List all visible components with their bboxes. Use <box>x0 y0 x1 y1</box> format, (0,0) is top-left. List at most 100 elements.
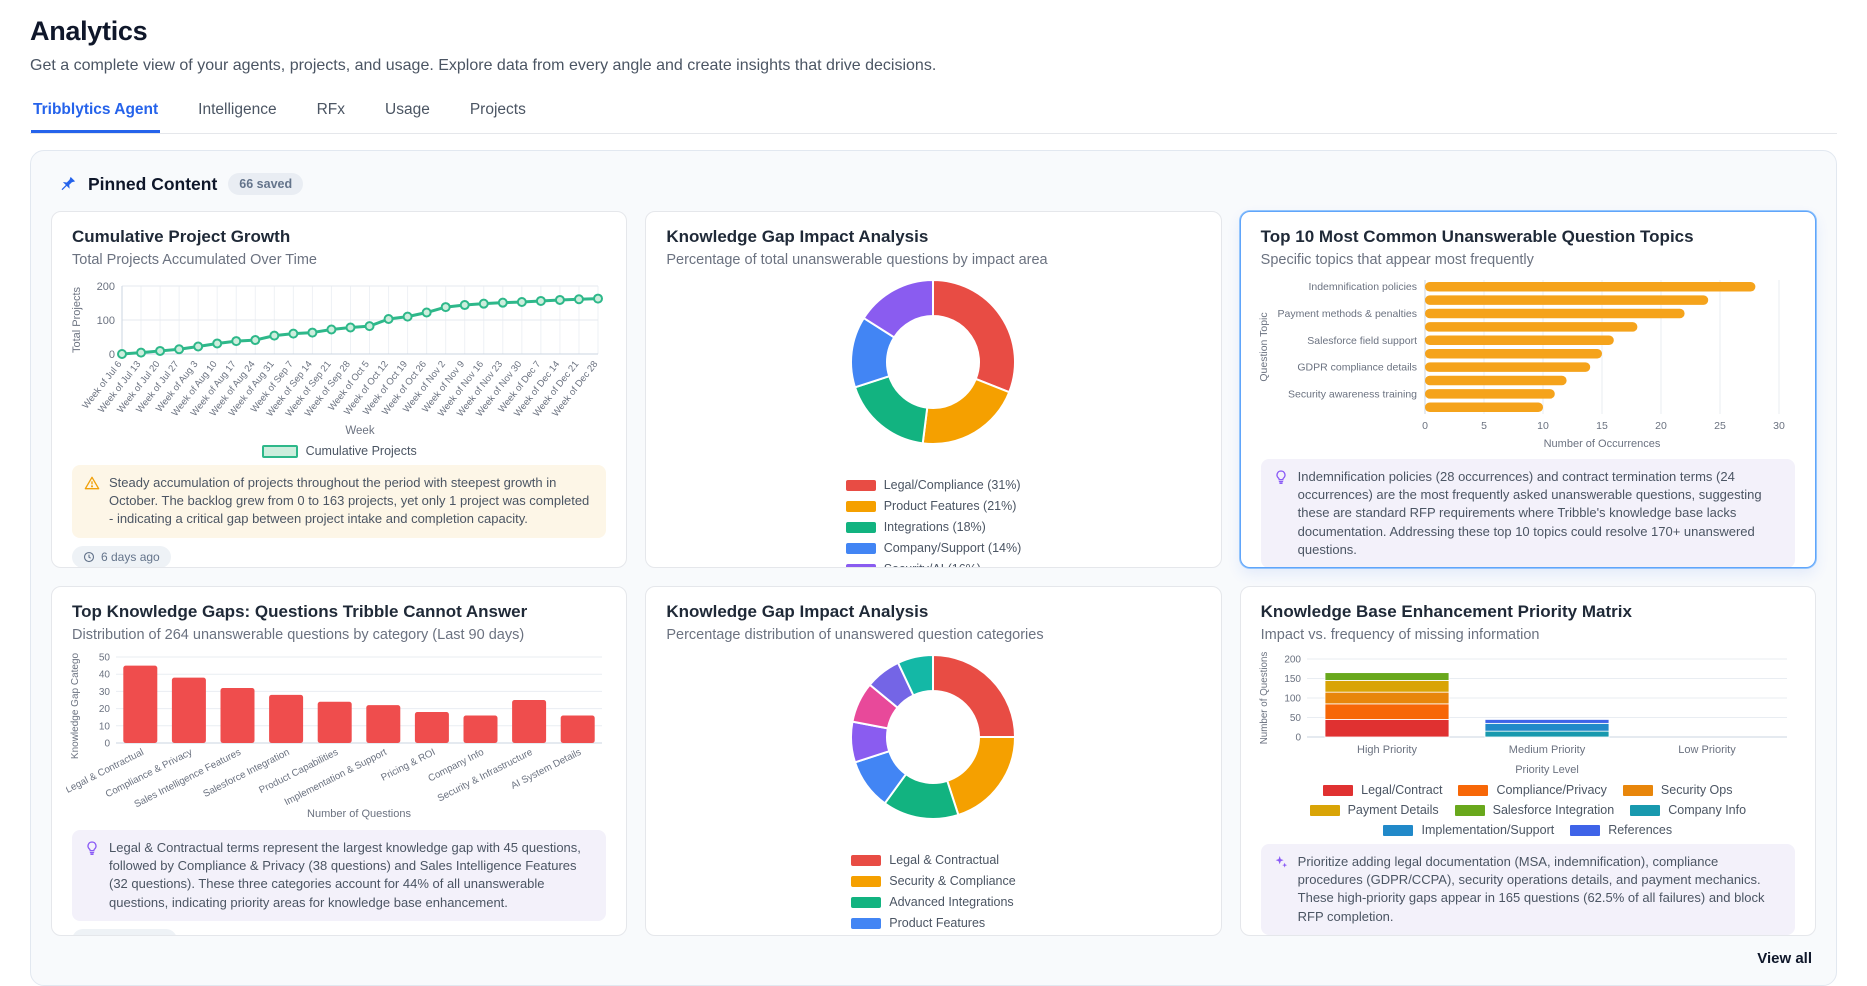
data-point <box>497 297 508 308</box>
stack-segment <box>1324 691 1450 705</box>
pin-icon <box>59 175 77 193</box>
bar <box>1424 308 1685 319</box>
legend-item: Compliance/Privacy <box>1458 783 1607 797</box>
card-top-knowledge-gaps[interactable]: Top Knowledge Gaps: Questions Tribble Ca… <box>51 586 628 936</box>
legend-swatch <box>1309 804 1340 816</box>
legend-label: Implementation/Support <box>1421 823 1555 837</box>
y-tick-label: 150 <box>1284 674 1301 685</box>
card-title: Knowledge Gap Impact Analysis <box>666 227 929 246</box>
bar <box>1424 402 1543 413</box>
insight-box: Prioritize adding legal documentation (M… <box>1260 844 1795 935</box>
data-point <box>250 335 261 346</box>
data-point <box>288 328 299 339</box>
y-axis-title: Total Projects <box>71 286 83 353</box>
legend-label: Security Ops <box>1660 783 1733 797</box>
y-tick-label: 100 <box>1284 694 1301 705</box>
bar <box>1424 295 1709 305</box>
tab-usage[interactable]: Usage <box>385 101 430 118</box>
insight-text: Steady accumulation of projects througho… <box>109 475 590 527</box>
bar <box>366 705 401 743</box>
pinned-grid-row-2: Top Knowledge Gaps: Questions Tribble Ca… <box>51 586 1816 936</box>
stack-segment <box>1484 730 1610 738</box>
legend-label: Company Info <box>1668 803 1747 817</box>
lightbulb-icon <box>1273 469 1289 559</box>
insight-text: Prioritize adding legal documentation (M… <box>1297 854 1765 924</box>
legend-swatch <box>1323 784 1354 796</box>
card-title: Knowledge Gap Impact Analysis <box>666 602 929 621</box>
top-topics-barh-chart: 0 5 10 15 20 25 30 Indemnification policies Paym… <box>1258 276 1795 452</box>
timestamp-text: 13 days ago <box>101 933 166 935</box>
y-tick-label: 200 <box>97 281 115 293</box>
category-label: Medium Priority <box>1509 744 1586 756</box>
donut-segment <box>932 279 1017 394</box>
data-point <box>574 294 585 305</box>
legend-label: Legal/Contract <box>1361 783 1443 797</box>
insight-text: Indemnification policies (28 occurrences… <box>1297 469 1762 557</box>
stack-segment <box>1484 719 1610 724</box>
legend-swatch <box>851 917 882 929</box>
legend-label: Advanced Integrations <box>889 895 1014 909</box>
tab-intelligence[interactable]: Intelligence <box>198 101 277 118</box>
category-label: Indemnification policies <box>1308 281 1417 293</box>
y-tick-label: 100 <box>97 315 115 327</box>
pinned-content-section: Pinned Content 66 saved Cumulative Proje… <box>30 150 1837 986</box>
card-subtitle: Distribution of 264 unanswerable questio… <box>72 627 525 643</box>
data-point <box>307 327 318 338</box>
card-priority-matrix[interactable]: Knowledge Base Enhancement Priority Matr… <box>1239 586 1816 936</box>
card-knowledge-gap-impact-2[interactable]: Knowledge Gap Impact Analysis Percentage… <box>645 586 1222 936</box>
legend-swatch <box>851 896 882 908</box>
legend-item: Product Features <box>851 916 1015 930</box>
legend-item: Legal & Contractual <box>851 853 1015 867</box>
donut-segment <box>863 279 935 339</box>
x-axis-title: Priority Level <box>1515 764 1579 776</box>
data-point <box>536 295 547 306</box>
x-tick-label: Salesforce Integration <box>202 747 292 800</box>
card-top-10-unanswerable-topics[interactable]: Top 10 Most Common Unanswerable Question… <box>1239 211 1816 568</box>
legend-swatch <box>1570 824 1601 836</box>
view-all-link[interactable]: View all <box>1757 950 1812 967</box>
legend-swatch <box>1383 824 1414 836</box>
data-point <box>517 296 528 307</box>
card-cumulative-project-growth[interactable]: Cumulative Project Growth Total Projects… <box>51 211 628 568</box>
legend-item: Salesforce Integration <box>1454 803 1614 817</box>
donut-chart-svg <box>850 279 1017 445</box>
y-tick-label: 30 <box>99 687 111 698</box>
data-point <box>136 347 147 358</box>
page-title: Analytics <box>30 16 148 46</box>
category-label: Salesforce field support <box>1307 335 1417 347</box>
priority-matrix-stacked-chart: 0 50 100 150 200 High Priority Medium Priority… <box>1259 651 1795 837</box>
bar <box>560 715 595 743</box>
warning-triangle-icon <box>84 475 100 529</box>
lightbulb-icon <box>84 840 100 912</box>
tab-rfx[interactable]: RFx <box>316 101 346 118</box>
saved-count-badge: 66 saved <box>228 173 304 195</box>
legend-item: Implementation/Support <box>1383 823 1554 837</box>
donut-segment <box>946 736 1017 816</box>
data-point <box>231 336 242 347</box>
y-tick-label: 20 <box>99 704 111 715</box>
legend-item: Security/AI (16%) <box>845 562 1022 567</box>
donut-segment <box>932 654 1017 738</box>
barh-chart-svg: 0 5 10 15 20 25 30 Indemnification policies Paym… <box>1258 280 1785 450</box>
data-point <box>212 338 223 349</box>
category-donut-chart: Legal & Contractual Security & Compliance… <box>666 651 1200 935</box>
impact-donut-chart: Legal/Compliance (31%) Product Features (… <box>666 276 1200 567</box>
data-point <box>593 293 604 304</box>
card-knowledge-gap-impact-1[interactable]: Knowledge Gap Impact Analysis Percentage… <box>645 211 1222 568</box>
y-tick-label: 10 <box>99 721 111 732</box>
insight-text: Legal & Contractual terms represent the … <box>109 840 581 910</box>
card-footer: 6 days ago <box>72 538 606 567</box>
legend-swatch <box>851 875 882 887</box>
y-tick-label: 50 <box>99 653 111 664</box>
bar <box>220 687 255 743</box>
stack-segment <box>1324 672 1450 681</box>
legend-item: Integrations (18%) <box>845 520 1022 534</box>
tab-projects[interactable]: Projects <box>469 101 526 118</box>
stack-segment <box>1484 722 1610 732</box>
tab-tribblytics-agent[interactable]: Tribblytics Agent <box>31 99 160 133</box>
bar <box>1424 335 1614 346</box>
x-tick-label: 25 <box>1714 420 1726 432</box>
data-point <box>269 330 280 341</box>
legend-label: Compliance/Privacy <box>1496 783 1607 797</box>
